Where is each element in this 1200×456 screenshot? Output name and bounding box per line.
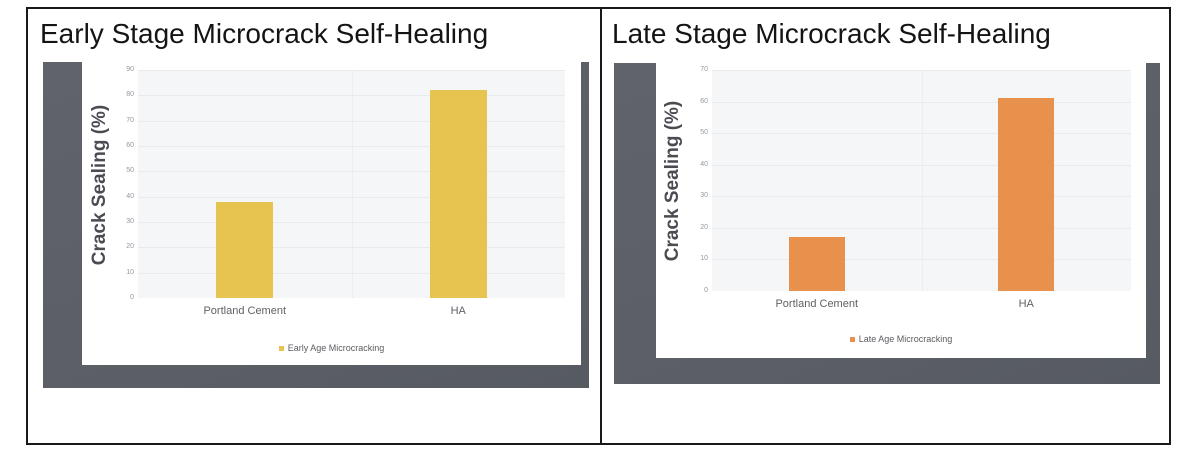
panel-title-late: Late Stage Microcrack Self-Healing bbox=[612, 18, 1051, 49]
chart-screenshot-late: Crack Sealing (%) 0 10 20 30 40 50 60 70 Portla… bbox=[614, 63, 1160, 384]
gridline bbox=[138, 146, 565, 147]
category-gridline bbox=[351, 70, 353, 298]
y-tick-label: 60 bbox=[126, 142, 134, 149]
gridline bbox=[712, 196, 1131, 198]
y-tick-label: 80 bbox=[126, 91, 134, 99]
gridline bbox=[138, 222, 565, 223]
legend-label: Late Age Microcracking bbox=[858, 334, 953, 344]
legend-label: Early Age Microcracking bbox=[287, 343, 385, 353]
y-tick-label: 0 bbox=[130, 294, 134, 301]
y-tick-label: 10 bbox=[126, 268, 134, 276]
y-tick-label: 20 bbox=[700, 223, 708, 231]
y-tick-label: 20 bbox=[126, 243, 134, 251]
x-axis-labels: Portland Cement HA bbox=[656, 63, 1146, 358]
chart-card: Crack Sealing (%) 0 10 20 30 40 50 60 70 80 90 Po… bbox=[82, 62, 581, 365]
legend-swatch-icon bbox=[849, 336, 855, 342]
gridline bbox=[138, 95, 565, 97]
plot-area bbox=[138, 70, 565, 298]
gridline bbox=[138, 171, 565, 173]
gridline bbox=[138, 272, 565, 274]
chart-card: Crack Sealing (%) 0 10 20 30 40 50 60 70 Portla… bbox=[656, 63, 1146, 358]
y-tick-label: 10 bbox=[700, 255, 708, 263]
y-tick-label: 30 bbox=[700, 192, 708, 200]
gridline bbox=[138, 196, 565, 198]
x-axis-labels: Portland Cement HA bbox=[82, 62, 581, 365]
y-tick-label: 50 bbox=[700, 129, 708, 137]
table-frame: Early Stage Microcrack Self-Healing Crac… bbox=[26, 7, 1171, 445]
gridline bbox=[712, 101, 1131, 103]
gridline bbox=[138, 70, 565, 71]
legend-swatch-icon bbox=[278, 345, 284, 351]
y-tick-label: 70 bbox=[126, 116, 134, 124]
chart-legend: Late Age Microcracking bbox=[656, 334, 1146, 344]
y-tick-label: 70 bbox=[700, 66, 708, 73]
chart-screenshot-early: Crack Sealing (%) 0 10 20 30 40 50 60 70 80 90 Po… bbox=[43, 62, 589, 388]
x-category-label: HA bbox=[450, 305, 466, 317]
bar-portland-cement bbox=[788, 237, 845, 291]
gridline bbox=[712, 70, 1131, 71]
y-tick-label: 90 bbox=[126, 66, 134, 73]
gridline bbox=[138, 247, 565, 249]
gridline bbox=[138, 120, 565, 122]
y-tick-label: 40 bbox=[700, 160, 708, 168]
plot-area bbox=[712, 70, 1131, 291]
x-category-label: HA bbox=[1018, 298, 1034, 310]
panel-title-early: Early Stage Microcrack Self-Healing bbox=[40, 18, 489, 49]
gridline bbox=[712, 227, 1131, 229]
gridline bbox=[712, 259, 1131, 261]
category-gridline bbox=[921, 70, 923, 291]
y-tick-label: 50 bbox=[126, 167, 134, 175]
gridline bbox=[712, 164, 1131, 166]
bar-ha bbox=[998, 98, 1055, 291]
chart-legend: Early Age Microcracking bbox=[82, 343, 581, 353]
y-tick-label: 60 bbox=[700, 97, 708, 105]
y-tick-label: 40 bbox=[126, 192, 134, 200]
y-axis-ticks: 0 10 20 30 40 50 60 70 80 90 bbox=[82, 62, 581, 365]
y-tick-label: 30 bbox=[126, 218, 134, 225]
y-tick-label: 0 bbox=[704, 287, 708, 294]
gridline bbox=[712, 133, 1131, 135]
y-axis-ticks: 0 10 20 30 40 50 60 70 bbox=[656, 63, 1146, 358]
bar-ha bbox=[429, 90, 487, 298]
bar-portland-cement bbox=[216, 201, 274, 298]
table-cell-early-stage: Early Stage Microcrack Self-Healing Crac… bbox=[28, 9, 602, 443]
table-cell-late-stage: Late Stage Microcrack Self-Healing Crack… bbox=[602, 9, 1169, 443]
x-category-label: Portland Cement bbox=[775, 298, 859, 310]
x-category-label: Portland Cement bbox=[203, 305, 287, 317]
